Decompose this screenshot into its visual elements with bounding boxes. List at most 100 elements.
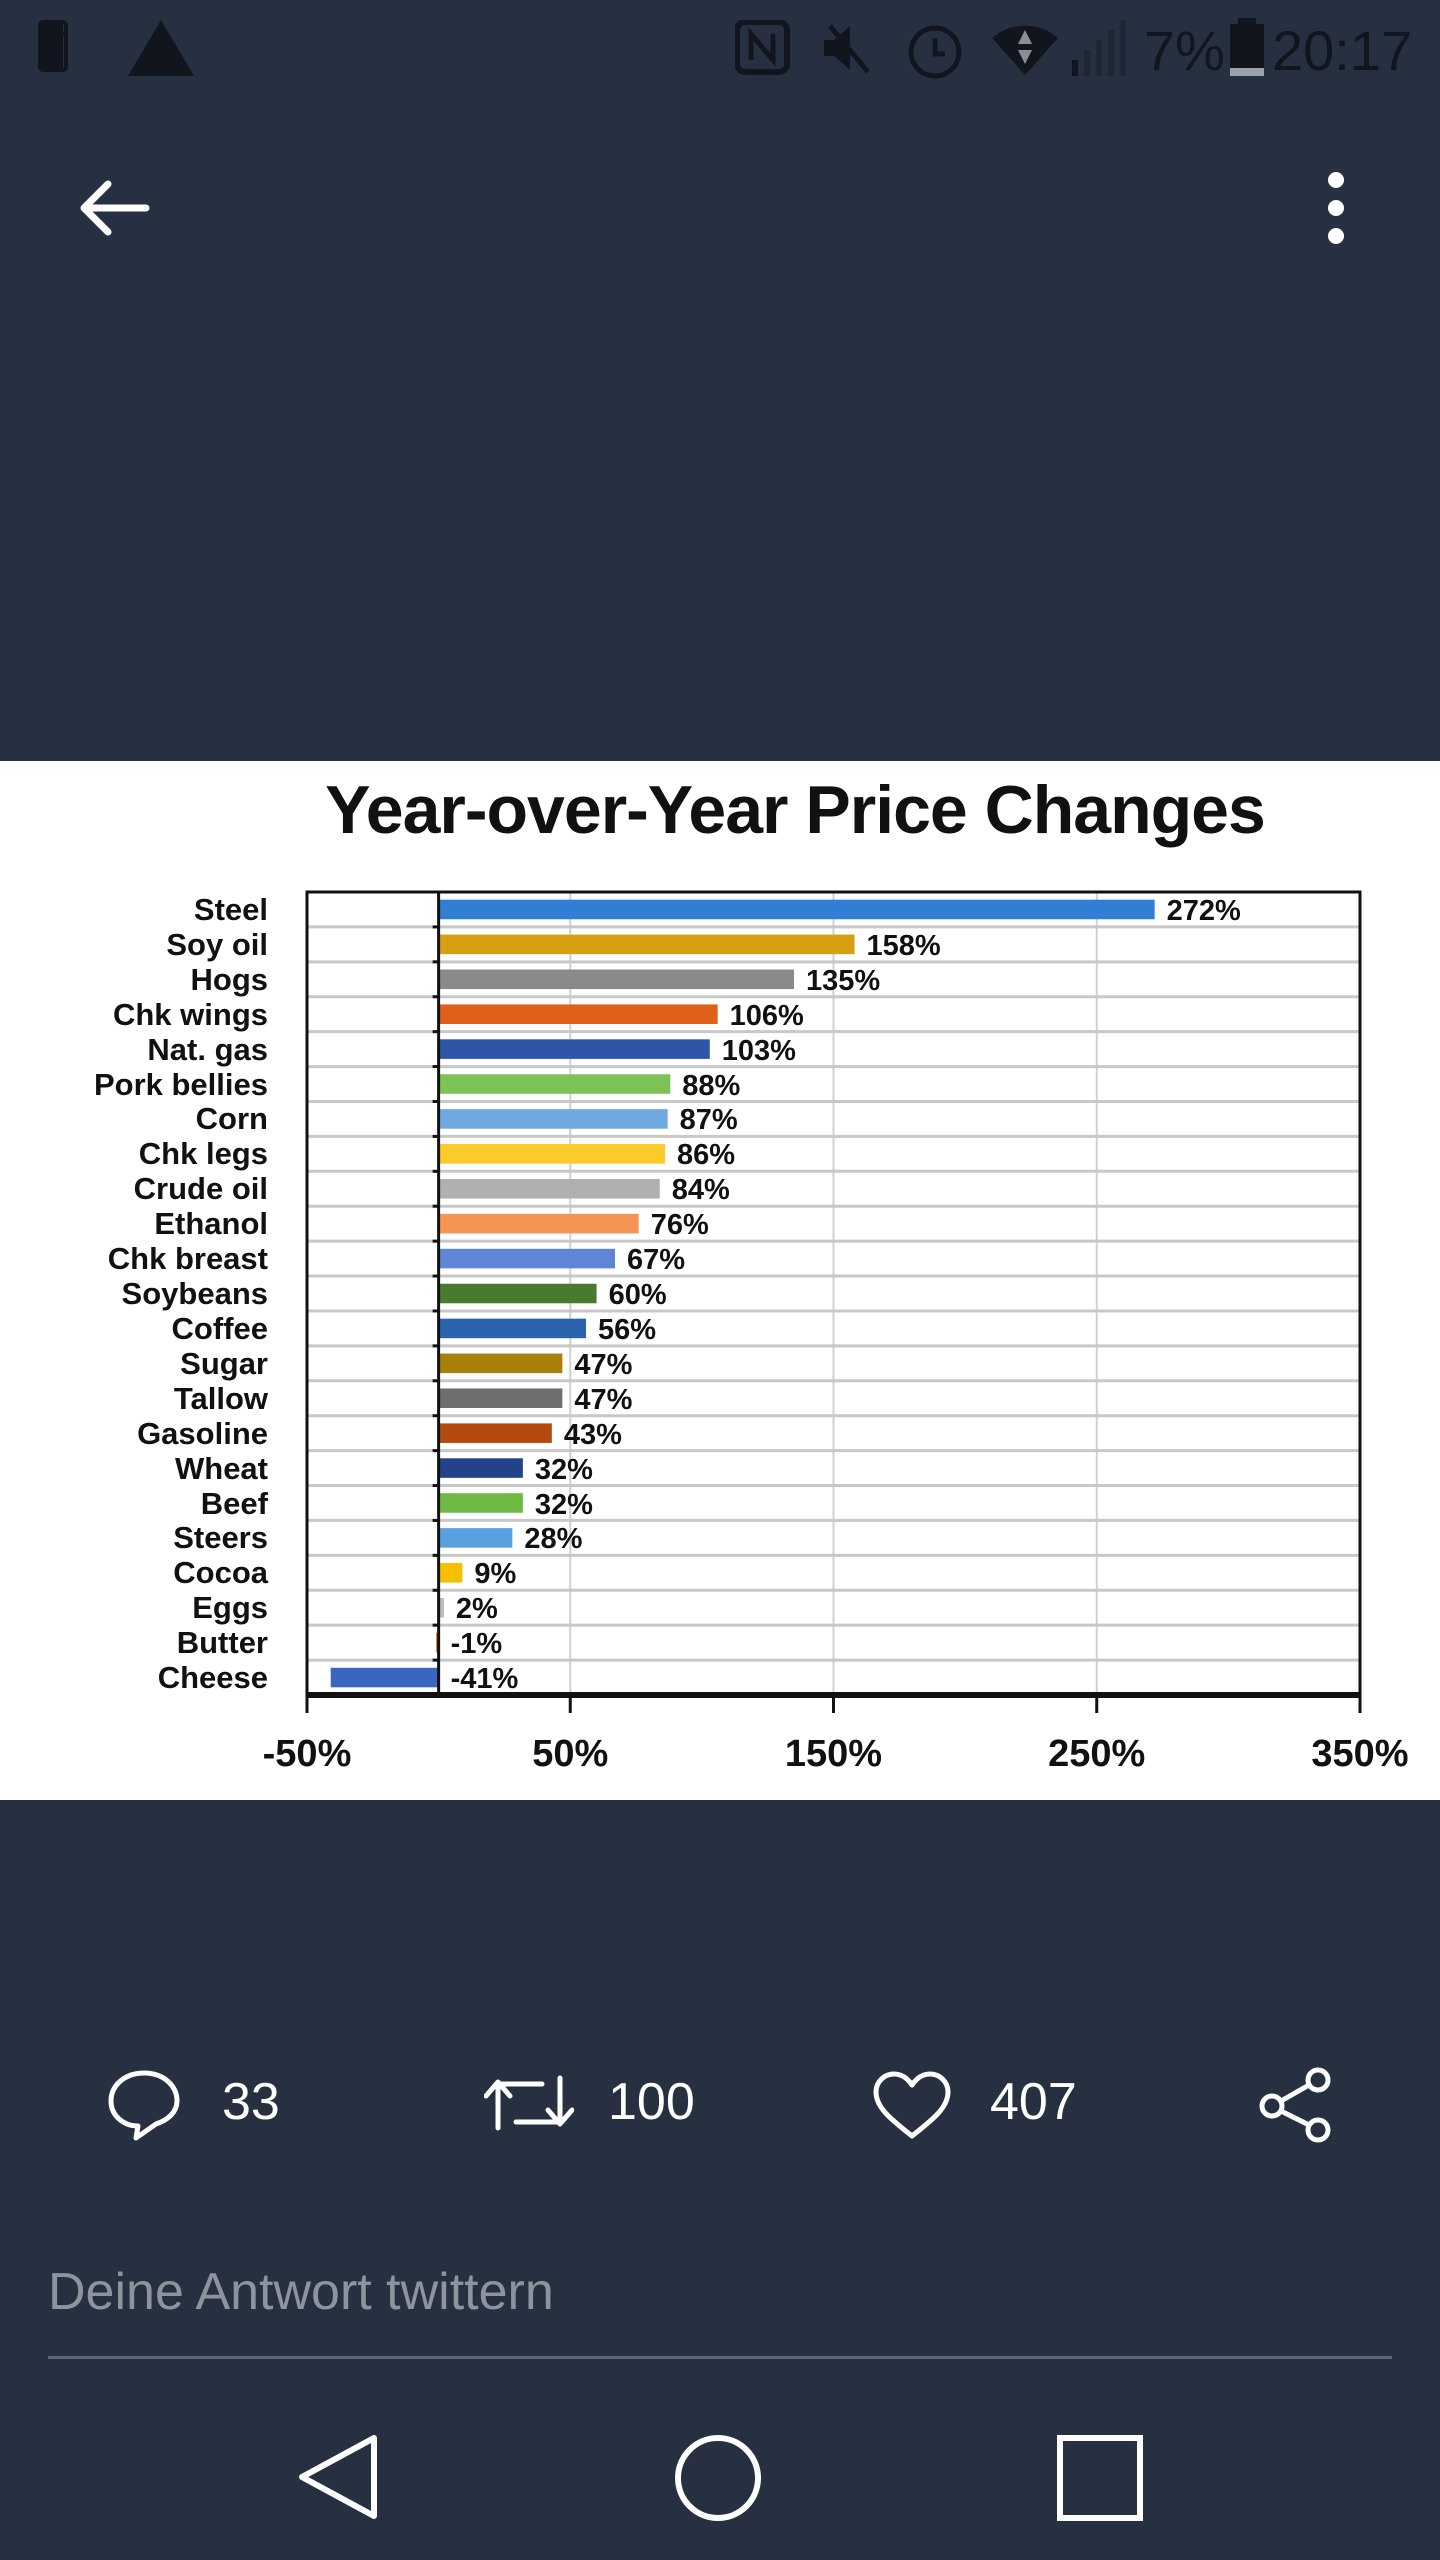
value-label: 135% (806, 964, 881, 997)
value-label: 67% (627, 1244, 686, 1277)
category-label: Chk wings (112, 996, 268, 1032)
x-tick-label: 250% (1048, 1733, 1146, 1775)
x-tick-label: 350% (1311, 1733, 1409, 1775)
signal-icon (1072, 20, 1126, 76)
bar-cocoa (438, 1563, 463, 1583)
bar-eggs (438, 1597, 444, 1618)
value-label: 56% (598, 1313, 657, 1346)
bar-beef (438, 1493, 523, 1513)
bar-soy-oil (438, 934, 855, 955)
category-label: Hogs (190, 961, 269, 997)
bar-chart (305, 890, 1362, 1713)
x-tick-label: 150% (784, 1733, 883, 1775)
reply-input[interactable]: Deine Antwort twittern (48, 2263, 554, 2321)
category-label: Chk breast (107, 1241, 268, 1277)
bar-nat-gas (438, 1039, 710, 1059)
bar-crude-oil (438, 1178, 660, 1199)
newspaper-icon (38, 20, 68, 72)
value-label: 272% (1166, 895, 1241, 927)
bar-wheat (438, 1458, 523, 1478)
alarm-icon (908, 25, 962, 79)
category-label: Beef (200, 1485, 268, 1521)
category-label: Corn (195, 1101, 268, 1137)
category-label: Crude oil (133, 1171, 268, 1207)
category-label: Eggs (192, 1590, 268, 1626)
category-label: Steel (193, 892, 268, 927)
bar-chk-wings (438, 1004, 718, 1024)
status-bar: 7% 20:17 (0, 0, 1440, 100)
category-label: Soybeans (121, 1276, 268, 1312)
bar-steel (438, 899, 1155, 920)
value-label: 84% (671, 1174, 730, 1207)
category-label: Pork bellies (93, 1066, 268, 1102)
bar-hogs (438, 969, 795, 990)
nav-back-icon[interactable] (296, 2432, 380, 2522)
category-label: Sugar (180, 1345, 268, 1381)
nav-home-icon[interactable] (672, 2432, 764, 2524)
value-label: 87% (679, 1104, 738, 1137)
category-label: Soy oil (166, 926, 268, 962)
reply-count: 33 (222, 2073, 280, 2131)
battery-icon (1230, 18, 1264, 76)
value-label: 28% (524, 1523, 583, 1556)
bar-soybeans (438, 1283, 597, 1304)
category-label: Ethanol (154, 1206, 268, 1242)
reply-icon[interactable] (106, 2068, 182, 2142)
bar-ethanol (438, 1213, 639, 1234)
category-label: Chk legs (138, 1136, 268, 1172)
value-label: 158% (866, 929, 941, 962)
retweet-count: 100 (608, 2073, 695, 2131)
category-label: Nat. gas (147, 1031, 268, 1067)
like-heart-icon[interactable] (872, 2070, 952, 2140)
clock: 20:17 (1272, 19, 1413, 82)
x-tick-label: 50% (532, 1733, 609, 1775)
category-label: Cocoa (173, 1555, 268, 1591)
bar-steers (438, 1528, 513, 1548)
value-label: 32% (534, 1488, 593, 1521)
bar-sugar (438, 1353, 563, 1374)
more-options-icon[interactable] (1320, 170, 1352, 246)
chart-image[interactable]: Year-over-Year Price Changes Steel 272% So… (0, 761, 1440, 1800)
bar-gasoline (438, 1423, 552, 1443)
bar-chk-legs (438, 1144, 666, 1164)
value-label: 9% (474, 1558, 517, 1591)
value-label: 32% (534, 1453, 593, 1486)
bar-chk-breast (438, 1248, 616, 1269)
value-label: 2% (455, 1593, 498, 1626)
value-label: 88% (682, 1069, 741, 1102)
retweet-icon[interactable] (484, 2072, 574, 2134)
category-label: Coffee (171, 1310, 268, 1346)
value-label: -1% (450, 1628, 503, 1661)
value-label: 47% (574, 1348, 633, 1381)
category-label: Wheat (175, 1450, 268, 1486)
x-tick-label: -50% (262, 1733, 352, 1775)
mute-icon (824, 24, 870, 74)
value-label: 60% (608, 1279, 667, 1312)
bar-pork-bellies (438, 1074, 671, 1094)
warning-triangle-icon (128, 20, 194, 76)
chart-title: Year-over-Year Price Changes (325, 772, 1266, 848)
category-label: Cheese (157, 1660, 268, 1696)
value-label: 43% (563, 1418, 622, 1451)
nav-recents-icon[interactable] (1056, 2434, 1144, 2522)
category-label: Gasoline (137, 1415, 268, 1451)
category-label: Butter (176, 1625, 268, 1661)
value-label: 106% (729, 999, 804, 1032)
value-label: -41% (450, 1663, 519, 1696)
bar-tallow (438, 1388, 563, 1409)
battery-percent: 7% (1144, 19, 1225, 82)
value-label: 47% (574, 1383, 633, 1416)
divider (48, 2356, 1392, 2359)
value-label: 103% (721, 1034, 796, 1067)
wifi-icon (992, 25, 1058, 75)
share-icon[interactable] (1256, 2066, 1336, 2144)
category-label: Steers (173, 1520, 268, 1556)
value-label: 86% (677, 1139, 736, 1172)
bar-coffee (438, 1318, 587, 1339)
like-count: 407 (990, 2073, 1077, 2131)
category-label: Tallow (173, 1380, 268, 1416)
bar-corn (438, 1109, 668, 1129)
back-arrow-icon[interactable] (76, 180, 152, 236)
value-label: 76% (650, 1209, 709, 1242)
bar-cheese (330, 1667, 439, 1688)
